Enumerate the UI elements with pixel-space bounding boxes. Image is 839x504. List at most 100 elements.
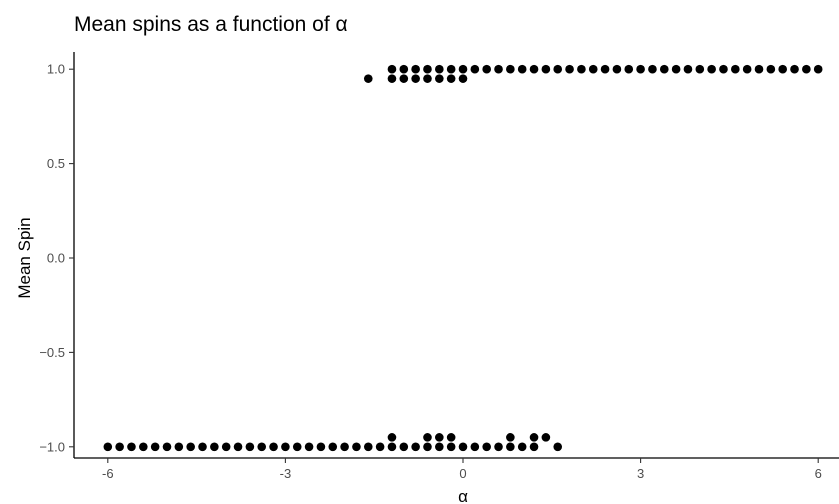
data-point	[363, 74, 373, 83]
data-point	[352, 442, 361, 452]
data-point	[423, 64, 432, 74]
data-point	[257, 442, 267, 452]
x-axis-ticks: -6 -3 0 3 6	[102, 458, 822, 481]
data-point	[387, 442, 397, 452]
data-point	[482, 64, 491, 74]
data-point	[446, 442, 456, 452]
y-tick-label: 1.0	[47, 62, 65, 77]
data-point	[446, 433, 456, 442]
data-point	[790, 64, 799, 74]
y-tick-label: 0.0	[47, 251, 65, 266]
data-point	[506, 433, 515, 442]
data-point	[423, 74, 432, 83]
data-point	[766, 64, 776, 74]
data-point	[577, 64, 586, 74]
x-tick-label: 0	[459, 466, 466, 481]
y-tick-label: −0.5	[39, 345, 65, 360]
data-point	[399, 442, 409, 452]
data-point	[541, 64, 551, 74]
data-point	[399, 64, 409, 74]
data-point	[719, 64, 728, 74]
data-point	[221, 442, 231, 452]
x-tick-label: 3	[637, 466, 644, 481]
data-point	[742, 64, 752, 74]
data-point	[340, 442, 349, 452]
data-point	[731, 64, 740, 74]
data-point	[186, 442, 195, 452]
data-point	[517, 64, 527, 74]
data-point	[387, 64, 397, 74]
data-point	[707, 64, 716, 74]
data-point	[482, 442, 491, 452]
data-point	[162, 442, 172, 452]
data-point	[292, 442, 302, 452]
data-point	[411, 74, 420, 83]
data-point	[754, 64, 764, 74]
data-point	[506, 442, 515, 452]
y-axis-title: Mean Spin	[15, 217, 34, 298]
x-axis-title: α	[458, 487, 468, 504]
x-tick-label: 6	[815, 466, 822, 481]
data-point	[600, 64, 610, 74]
data-point	[553, 442, 563, 452]
data-point	[802, 64, 811, 74]
data-point	[529, 64, 539, 74]
data-point	[269, 442, 278, 452]
y-axis-ticks: −1.0 −0.5 0.0 0.5 1.0	[39, 62, 74, 454]
data-point	[470, 442, 480, 452]
data-point	[233, 442, 243, 452]
data-point	[624, 64, 634, 74]
data-point	[435, 442, 444, 452]
data-point	[411, 442, 420, 452]
x-tick-label: -3	[280, 466, 292, 481]
data-point	[435, 74, 444, 83]
data-point	[695, 64, 705, 74]
data-point	[387, 433, 397, 442]
data-point	[636, 64, 645, 74]
data-point	[304, 442, 314, 452]
y-tick-label: −1.0	[39, 439, 65, 454]
data-point	[506, 64, 515, 74]
data-point	[446, 64, 456, 74]
data-point	[458, 74, 468, 83]
data-point	[517, 442, 527, 452]
data-point	[387, 74, 397, 83]
data-point	[612, 64, 622, 74]
data-point	[328, 442, 338, 452]
data-point	[399, 74, 409, 83]
chart-title: Mean spins as a function of α	[74, 13, 348, 36]
data-point	[648, 64, 657, 74]
data-points	[103, 64, 823, 452]
data-point	[494, 442, 503, 452]
data-point	[529, 442, 539, 452]
data-point	[411, 64, 420, 74]
data-point	[435, 64, 444, 74]
data-point	[210, 442, 219, 452]
data-point	[565, 64, 574, 74]
data-point	[423, 442, 432, 452]
data-point	[458, 442, 468, 452]
data-point	[281, 442, 290, 452]
data-point	[470, 64, 480, 74]
x-tick-label: -6	[102, 466, 114, 481]
data-point	[659, 64, 669, 74]
data-point	[103, 442, 113, 452]
data-point	[174, 442, 184, 452]
y-tick-label: 0.5	[47, 156, 65, 171]
data-point	[446, 74, 456, 83]
data-point	[494, 64, 503, 74]
data-point	[683, 64, 693, 74]
data-point	[553, 64, 563, 74]
data-point	[423, 433, 432, 442]
data-point	[541, 433, 551, 442]
data-point	[127, 442, 136, 452]
data-point	[778, 64, 787, 74]
data-point	[588, 64, 598, 74]
data-point	[198, 442, 207, 452]
data-point	[139, 442, 148, 452]
data-point	[529, 433, 539, 442]
data-point	[245, 442, 255, 452]
data-point	[316, 442, 326, 452]
data-point	[115, 442, 124, 452]
